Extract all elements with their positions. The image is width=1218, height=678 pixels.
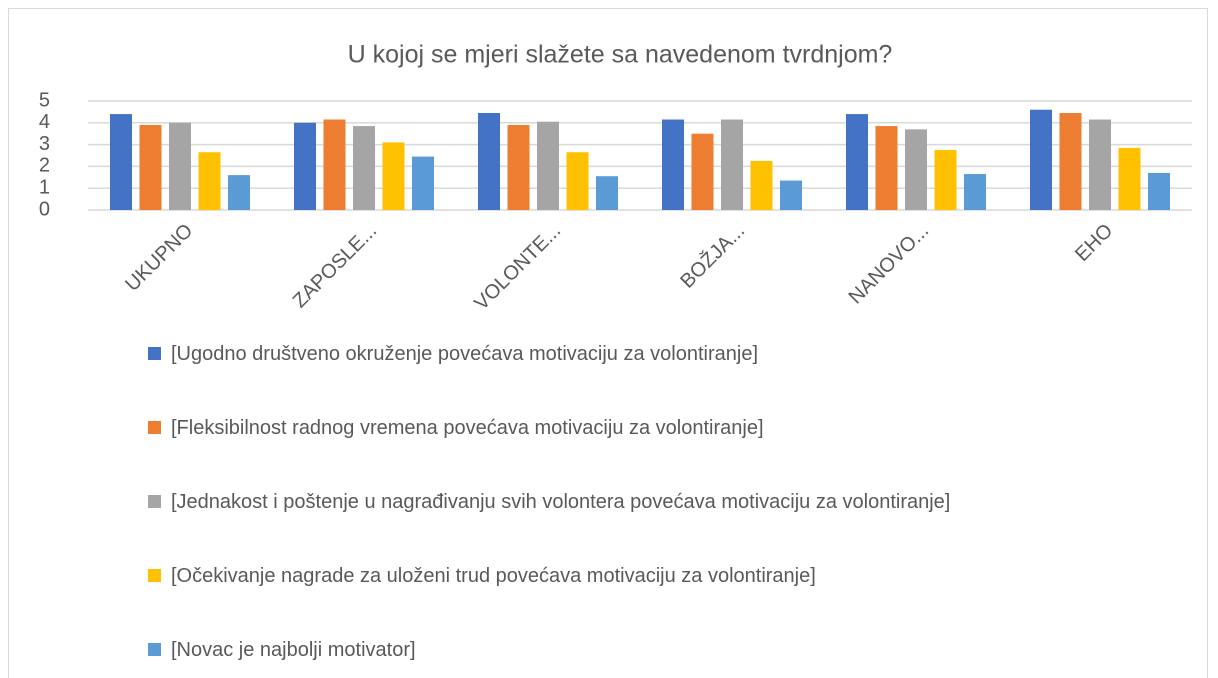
bar [537, 121, 559, 210]
bar [228, 175, 250, 210]
legend-swatch [148, 347, 161, 360]
bar [412, 156, 434, 210]
legend-label: [Jednakost i poštenje u nagrađivanju svi… [171, 491, 951, 513]
legend-swatch [148, 643, 161, 656]
bar [507, 124, 530, 210]
bar [169, 122, 191, 210]
y-tick-label: 1 [39, 176, 50, 198]
bar [780, 180, 802, 210]
bar [905, 129, 927, 210]
y-tick-label: 2 [39, 155, 50, 177]
x-tick-label: EHO [1071, 220, 1117, 266]
legend-label: [Fleksibilnost radnog vremena povećava m… [171, 417, 764, 439]
legend-entry: [Ugodno društveno okruženje povećava mot… [148, 340, 1128, 368]
bar [596, 176, 618, 210]
legend-swatch [148, 569, 161, 582]
bar [846, 114, 868, 210]
legend-label: [Očekivanje nagrade za uloženi trud pove… [171, 565, 816, 587]
bar [721, 119, 743, 210]
bar [323, 119, 346, 210]
bar [139, 124, 162, 210]
bar [1030, 109, 1052, 210]
y-tick-label: 0 [39, 198, 50, 220]
bar [691, 133, 714, 210]
chart-frame [8, 8, 1208, 678]
bar [1148, 172, 1170, 210]
chart: U kojoj se mjeri slažete sa navedenom tv… [39, 41, 1192, 315]
legend: [Ugodno društveno okruženje povećava mot… [148, 340, 1128, 678]
bar [662, 119, 684, 210]
legend-label: [Ugodno društveno okruženje povećava mot… [171, 343, 759, 365]
bar [1059, 112, 1082, 210]
bar [353, 126, 375, 210]
bar [198, 152, 221, 210]
bar [294, 122, 316, 210]
legend-entry: [Jednakost i poštenje u nagrađivanju svi… [148, 488, 1128, 516]
bar [964, 174, 986, 210]
bar [110, 114, 132, 210]
legend-swatch [148, 495, 161, 508]
legend-entry: [Očekivanje nagrade za uloženi trud pove… [148, 562, 1128, 590]
bar [478, 112, 500, 210]
y-tick-label: 5 [39, 89, 50, 111]
bar [875, 126, 898, 210]
legend-swatch [148, 421, 161, 434]
bar [1118, 147, 1141, 210]
legend-entry: [Novac je najbolji motivator] [148, 636, 1128, 664]
x-tick-label: ZAPOSLE... [289, 220, 382, 313]
y-tick-label: 4 [39, 111, 50, 133]
bar [382, 142, 405, 210]
bar [750, 160, 773, 210]
bar [566, 152, 589, 210]
x-tick-label: BOŽJA... [676, 219, 750, 293]
x-tick-label: UKUPNO [121, 220, 197, 296]
bar [934, 150, 957, 210]
chart-title: U kojoj se mjeri slažete sa navedenom tv… [348, 41, 893, 69]
bar [1089, 119, 1111, 210]
x-tick-label: NANOVO... [845, 220, 934, 309]
y-tick-label: 3 [39, 133, 50, 155]
legend-entry: [Fleksibilnost radnog vremena povećava m… [148, 414, 1128, 442]
x-tick-label: VOLONTE... [470, 220, 565, 315]
legend-label: [Novac je najbolji motivator] [171, 639, 416, 661]
